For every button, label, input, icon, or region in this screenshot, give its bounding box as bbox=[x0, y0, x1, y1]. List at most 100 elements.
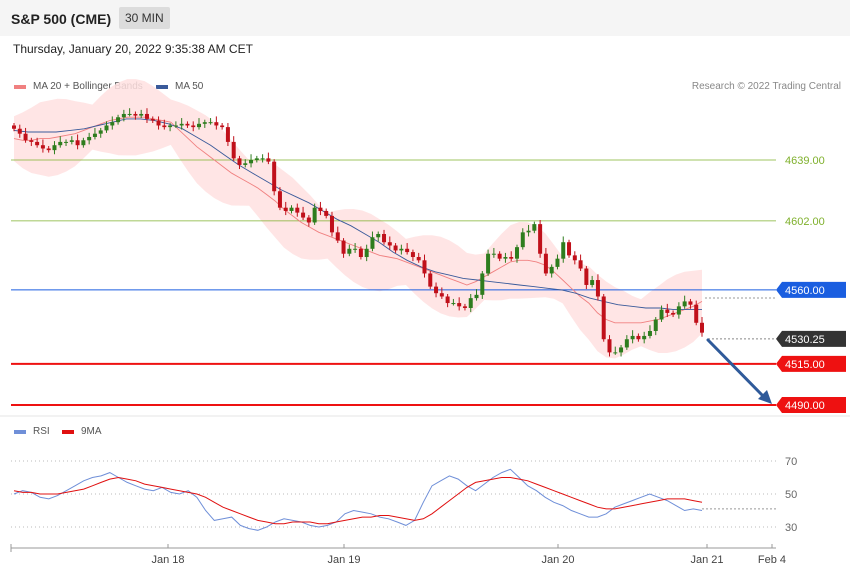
candle-body bbox=[81, 140, 86, 146]
candle-body bbox=[214, 122, 219, 126]
candle-body bbox=[653, 319, 658, 332]
candle-body bbox=[468, 298, 473, 308]
candle-body bbox=[329, 215, 334, 233]
rsi-series-9MA bbox=[13, 476, 703, 525]
candle-body bbox=[486, 253, 491, 274]
candle-body bbox=[462, 306, 467, 308]
legend-rsi-label: RSI bbox=[33, 426, 50, 437]
legend-ma20[interactable]: MA 20 + Bollinger Bands bbox=[14, 81, 143, 92]
x-tick-label-Jan 18: Jan 18 bbox=[151, 554, 184, 566]
candle-body bbox=[324, 210, 329, 216]
level-label-4490.00: 4490.00 bbox=[785, 400, 825, 412]
candle-body bbox=[364, 248, 369, 258]
level-label-4530.25: 4530.25 bbox=[785, 334, 825, 346]
candle-body bbox=[179, 123, 184, 126]
chart-datetime: Thursday, January 20, 2022 9:35:38 AM CE… bbox=[13, 42, 253, 56]
candle-body bbox=[590, 280, 595, 285]
time-axis: Jan 18 Jan 19 Jan 20 Jan 21 Feb 4 bbox=[10, 544, 786, 566]
candle-body bbox=[474, 294, 479, 299]
candle-body bbox=[561, 242, 566, 259]
candle-body bbox=[220, 125, 225, 128]
legend-9ma[interactable]: 9MA bbox=[62, 426, 102, 437]
candle-body bbox=[191, 125, 196, 128]
candle-body bbox=[595, 280, 600, 297]
candle-body bbox=[92, 133, 97, 137]
bollinger-band-area bbox=[14, 79, 702, 359]
candle-body bbox=[509, 257, 514, 259]
candle-body bbox=[312, 207, 317, 223]
candle-body bbox=[173, 125, 178, 127]
candle-body bbox=[347, 248, 352, 254]
candle-body bbox=[318, 207, 323, 211]
candle-body bbox=[116, 117, 121, 123]
candle-body bbox=[682, 301, 687, 307]
candle-body bbox=[457, 303, 462, 307]
candle-body bbox=[578, 260, 583, 269]
candle-body bbox=[503, 257, 508, 259]
candle-body bbox=[601, 296, 606, 340]
candle-body bbox=[64, 141, 69, 143]
moving-averages bbox=[13, 116, 703, 324]
candle-body bbox=[295, 207, 300, 213]
candle-body bbox=[665, 309, 670, 313]
candle-body bbox=[283, 207, 288, 211]
rsi-panel: 70 50 30 bbox=[11, 456, 797, 534]
ma50-line bbox=[13, 118, 702, 311]
arrow-shaft bbox=[706, 338, 766, 399]
candle-body bbox=[514, 247, 519, 259]
candle-body bbox=[636, 335, 641, 340]
candle-body bbox=[272, 161, 277, 192]
level-tag-4560.00 bbox=[776, 281, 846, 298]
candle-body bbox=[301, 212, 306, 218]
candle-body bbox=[237, 158, 242, 165]
interval-button[interactable]: 30 MIN bbox=[119, 7, 170, 29]
candle-body bbox=[306, 217, 311, 223]
candle-body bbox=[150, 118, 155, 121]
candle-body bbox=[630, 335, 635, 340]
price-levels: 4639.00 4602.00 4560.00 4530.25 4515.00 4490.… bbox=[11, 155, 846, 413]
forecast-arrow bbox=[706, 338, 772, 404]
candle-body bbox=[584, 268, 589, 285]
arrow-head bbox=[758, 390, 772, 404]
candle-body bbox=[341, 240, 346, 254]
candle-body bbox=[254, 158, 259, 160]
candle-body bbox=[613, 352, 618, 354]
legend-9ma-label: 9MA bbox=[81, 426, 102, 437]
candle-body bbox=[676, 306, 681, 315]
candle-body bbox=[127, 113, 132, 115]
candle-body bbox=[243, 163, 248, 165]
candle-body bbox=[69, 140, 74, 142]
candle-body bbox=[659, 309, 664, 320]
candle-body bbox=[532, 224, 537, 231]
candle-body bbox=[208, 122, 213, 124]
bollinger-band bbox=[14, 79, 702, 359]
rsi-tick-30: 30 bbox=[785, 522, 797, 534]
legend-ma50[interactable]: MA 50 bbox=[156, 81, 203, 92]
candle-body bbox=[543, 253, 548, 274]
candle-body bbox=[249, 160, 254, 164]
level-label-4639.00: 4639.00 bbox=[785, 155, 825, 167]
rsi-swatch bbox=[14, 429, 26, 434]
header-bar: S&P 500 (CME) 30 MIN bbox=[0, 0, 850, 36]
candle-body bbox=[572, 255, 577, 261]
candle-body bbox=[688, 301, 693, 305]
legend-rsi[interactable]: RSI bbox=[14, 426, 50, 437]
candle-body bbox=[202, 122, 207, 124]
candlesticks bbox=[12, 108, 704, 357]
candle-body bbox=[35, 141, 40, 146]
candle-body bbox=[382, 233, 387, 243]
chart-credit: Research © 2022 Trading Central bbox=[691, 81, 841, 92]
candle-body bbox=[422, 260, 427, 274]
candle-body bbox=[434, 286, 439, 294]
candle-body bbox=[451, 303, 456, 305]
candle-body bbox=[335, 232, 340, 241]
candle-body bbox=[555, 258, 560, 267]
candle-body bbox=[497, 253, 502, 259]
candle-body bbox=[428, 273, 433, 287]
candle-body bbox=[439, 293, 444, 297]
candle-body bbox=[75, 140, 80, 146]
candle-body bbox=[98, 130, 103, 134]
candle-body bbox=[491, 253, 496, 255]
level-label-4515.00: 4515.00 bbox=[785, 359, 825, 371]
